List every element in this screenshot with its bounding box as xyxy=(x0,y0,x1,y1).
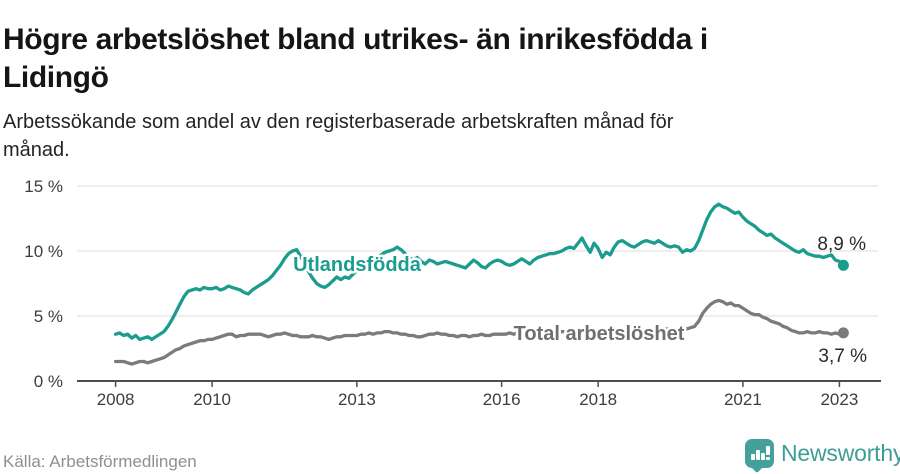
y-tick-label: 0 % xyxy=(34,372,63,391)
x-tick-label: 2008 xyxy=(97,390,135,409)
x-tick-label: 2013 xyxy=(338,390,376,409)
newsworthy-wordmark: Newsworthy xyxy=(781,440,900,466)
y-tick-label: 5 % xyxy=(34,307,63,326)
y-tick-label: 10 % xyxy=(24,242,63,261)
chart-plot-area: 0 % 5 % 10 % 15 % 2008 2010 2013 2016 2018 2021 20… xyxy=(24,177,881,409)
bar-chart-icon xyxy=(751,454,755,460)
series-line-0 xyxy=(113,202,846,342)
newsworthy-logo[interactable]: Newsworthy xyxy=(745,439,900,472)
x-tick-label: 2016 xyxy=(483,390,521,409)
source-credit: Källa: Arbetsförmedlingen xyxy=(3,452,197,471)
x-tick-label: 2018 xyxy=(579,390,617,409)
x-tick-label: 2023 xyxy=(820,390,858,409)
page-subtitle: Arbetssökande som andel av den registerb… xyxy=(3,111,674,161)
series-line-1 xyxy=(113,298,846,366)
series-label-total-arbetsloshet: Total arbetslöshet xyxy=(514,323,685,345)
exclamation-icon xyxy=(766,446,770,455)
newsworthy-badge-icon xyxy=(745,439,774,468)
x-tick-label: 2021 xyxy=(724,390,762,409)
series-label-utlandsfodda: Utlandsfödda xyxy=(293,254,422,276)
series-end-dot-1 xyxy=(837,327,849,339)
end-value-label-utlandsfodda: 8,9 % xyxy=(817,234,866,255)
page-title: Högre arbetslöshet bland utrikes- än inr… xyxy=(3,23,708,95)
x-tick-label: 2010 xyxy=(193,390,231,409)
line-chart: 0 % 5 % 10 % 15 % 2008 2010 2013 2016 2018 2021 20… xyxy=(24,177,881,409)
y-tick-label: 15 % xyxy=(24,177,63,196)
end-value-label-total: 3,7 % xyxy=(818,346,867,367)
series-end-dot-0 xyxy=(837,259,849,271)
